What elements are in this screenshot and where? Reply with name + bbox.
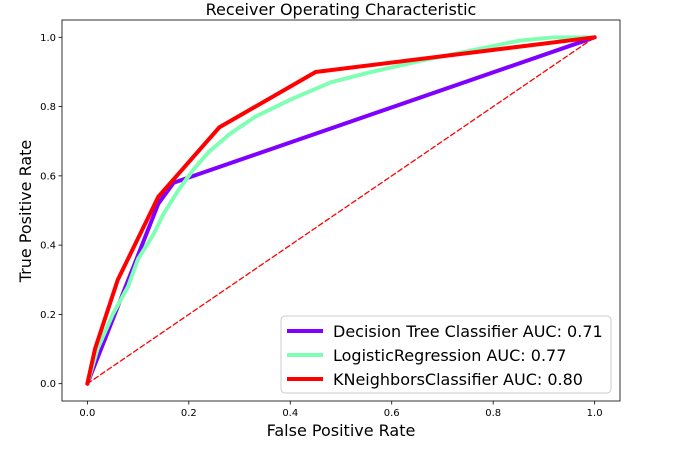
x-tick-label: 0.2 [181,408,197,419]
x-tick-label: 0.0 [79,408,95,419]
y-tick-label: 0.0 [40,379,56,390]
y-axis-ticks: 0.0 0.2 0.4 0.6 0.8 1.0 [40,33,62,390]
y-tick-label: 0.4 [40,241,56,252]
plot-lines [85,35,597,386]
legend-entry-logistic-regression: LogisticRegression AUC: 0.77 [333,346,566,365]
x-tick-label: 1.0 [587,408,603,419]
y-tick-label: 0.6 [40,171,56,182]
plot-frame [61,19,621,402]
y-tick-label: 1.0 [40,33,56,44]
chart-title: Receiver Operating Characteristic [206,0,477,19]
y-tick-label: 0.8 [40,102,56,113]
series-line-chance-diagonal [86,36,596,385]
x-axis-label: False Positive Rate [267,421,416,440]
x-tick-label: 0.4 [282,408,298,419]
legend-box [280,315,612,394]
x-axis-ticks: 0.0 0.2 0.4 0.6 0.8 1.0 [79,401,603,419]
x-tick-label: 0.6 [384,408,400,419]
legend-entry-kneighbors: KNeighborsClassifier AUC: 0.80 [333,370,583,389]
y-axis-label: True Positive Rate [16,140,35,284]
y-tick-label: 0.2 [40,310,56,321]
x-tick-label: 0.8 [485,408,501,419]
legend: Decision Tree Classifier AUC: 0.71 Logis… [280,315,612,394]
series-line-kneighborsclassifier [85,35,597,386]
legend-entry-decision-tree: Decision Tree Classifier AUC: 0.71 [333,322,603,341]
